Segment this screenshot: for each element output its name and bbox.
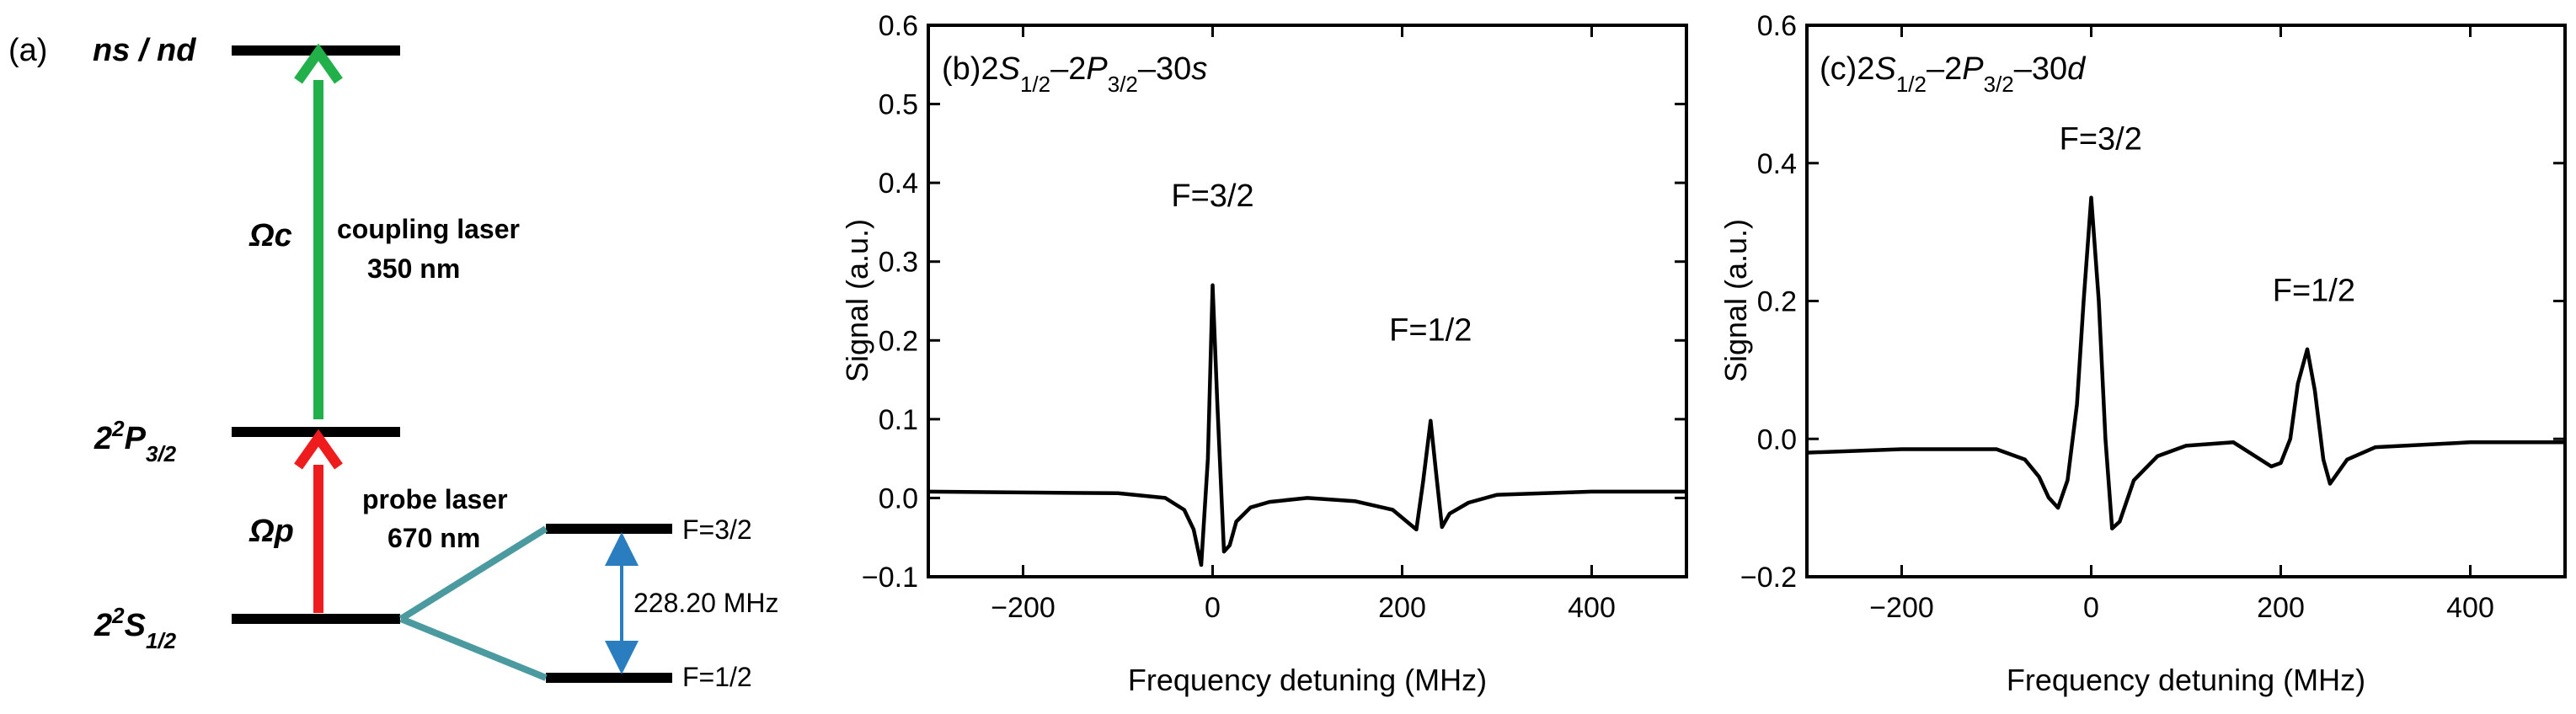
level-top-label: ns / nd (93, 33, 196, 68)
chart-c: −200 0 200 400 −0.20.00.20.40.6 F=3/2F=1/2 … (1718, 10, 2567, 697)
peak-label: F=1/2 (2273, 274, 2355, 309)
split-line-upper (398, 525, 548, 622)
y-tick-label: −0.2 (1740, 562, 1797, 594)
coupling-arrowhead (294, 43, 343, 84)
annotations-c: F=3/2 F=1/2 (2060, 121, 2355, 308)
x-ticks-c: −200 0 200 400 (1869, 25, 2494, 624)
panel-b-label: (b) (942, 51, 981, 87)
panel-c-title: (c)2S1/2–2P3/2–30d (1820, 51, 2087, 97)
title-b-part-0: 2 (981, 51, 998, 87)
x-tick-label: −200 (1869, 592, 1934, 624)
y-axis-label-b: Signal (a.u.) (840, 219, 874, 382)
signal-curve-30s (927, 283, 1686, 567)
energy-level-diagram: (a) 228.20 MHz F=3/2 F=1/2 ns / nd 22P3/… (8, 33, 779, 692)
plot-frame-c (1805, 24, 2567, 578)
x-tick-label: 200 (1378, 592, 1426, 624)
y-tick-label: 0.4 (1757, 148, 1797, 180)
peak-label: F=3/2 (1171, 178, 1253, 214)
panel-a-label: (a) (8, 33, 47, 68)
y-ticks-b: −0.1 0.0 0.1 0.2 0.3 0.4 0.5 0.6 (862, 10, 1686, 594)
hyperfine-splitting-label: 228.20 MHz (633, 588, 779, 618)
level-s-label: 22S1/2 (94, 603, 177, 653)
x-tick-label: 400 (1568, 592, 1616, 624)
x-tick-label: 200 (2257, 592, 2305, 624)
chart-b: −200 0 200 400 −0.1 0.0 0.1 0.2 0.3 0.4 0.5 0.6 F=… (840, 10, 1688, 697)
probe-wavelength-label: 670 nm (387, 523, 480, 553)
title-b-part-3: –2 (1050, 51, 1086, 87)
split-line-lower (399, 615, 548, 681)
y-tick-label: 0.6 (1757, 10, 1797, 42)
title-c-part-3: –2 (1927, 51, 1962, 87)
title-b-part-2: 1/2 (1020, 72, 1050, 97)
x-ticks-b: −200 0 200 400 (991, 25, 1616, 624)
signal-curve-30d (1806, 195, 2565, 530)
f32-label: F=3/2 (682, 514, 752, 545)
x-tick-label: −200 (991, 592, 1056, 624)
annotations-b: F=3/2 F=1/2 (1171, 178, 1472, 348)
title-c-part-5: 3/2 (1984, 72, 2014, 97)
plot-frame-b (927, 24, 1688, 578)
x-tick-label: 0 (2083, 592, 2099, 624)
y-tick-label: 0.6 (879, 10, 918, 42)
peak-label: F=1/2 (1389, 312, 1472, 348)
y-tick-label: 0.2 (1757, 286, 1797, 318)
coupling-laser-label: coupling laser (337, 214, 520, 244)
y-tick-label: 0.5 (879, 89, 918, 121)
f12-label: F=1/2 (682, 662, 752, 692)
y-tick-label: −0.1 (862, 562, 918, 594)
probe-rabi-label: Ωp (249, 514, 294, 549)
panel-c-label: (c) (1820, 51, 1857, 87)
panel-b-title: (b)2S1/2–2P3/2–30s (942, 51, 1207, 97)
title-b-part-5: 3/2 (1108, 72, 1138, 97)
title-b-part-6: –30 (1138, 51, 1191, 87)
title-c-part-7: d (2067, 51, 2087, 87)
y-tick-label: 0.0 (1757, 424, 1797, 456)
title-b-part-7: s (1191, 51, 1207, 87)
y-tick-label: 0.0 (879, 482, 918, 514)
y-ticks-c: −0.2 0.0 0.2 0.4 0.6 (1740, 10, 2565, 594)
x-tick-label: 0 (1205, 592, 1221, 624)
title-c-part-2: 1/2 (1896, 72, 1927, 97)
title-c-part-4: P (1962, 51, 1984, 87)
coupling-rabi-label: Ωc (249, 218, 292, 253)
peak-label: F=3/2 (2060, 121, 2142, 157)
x-axis-label-b: Frequency detuning (MHz) (1128, 663, 1487, 697)
y-tick-label: 0.3 (879, 247, 918, 279)
y-tick-label: 0.1 (879, 404, 918, 436)
title-c-part-6: –30 (2014, 51, 2067, 87)
title-b-part-1: S (999, 51, 1020, 87)
y-tick-label: 0.2 (879, 325, 918, 357)
title-c-part-0: 2 (1857, 51, 1874, 87)
title-c-part-1: S (1874, 51, 1895, 87)
probe-laser-label: probe laser (362, 484, 508, 514)
x-tick-label: 400 (2446, 592, 2494, 624)
level-p-label: 22P3/2 (94, 416, 177, 466)
x-axis-label-c: Frequency detuning (MHz) (2007, 663, 2365, 697)
y-axis-label-c: Signal (a.u.) (1718, 219, 1753, 382)
title-b-part-4: P (1086, 51, 1108, 87)
probe-arrowhead (294, 429, 343, 470)
y-tick-label: 0.4 (879, 168, 918, 200)
coupling-wavelength-label: 350 nm (367, 253, 460, 284)
